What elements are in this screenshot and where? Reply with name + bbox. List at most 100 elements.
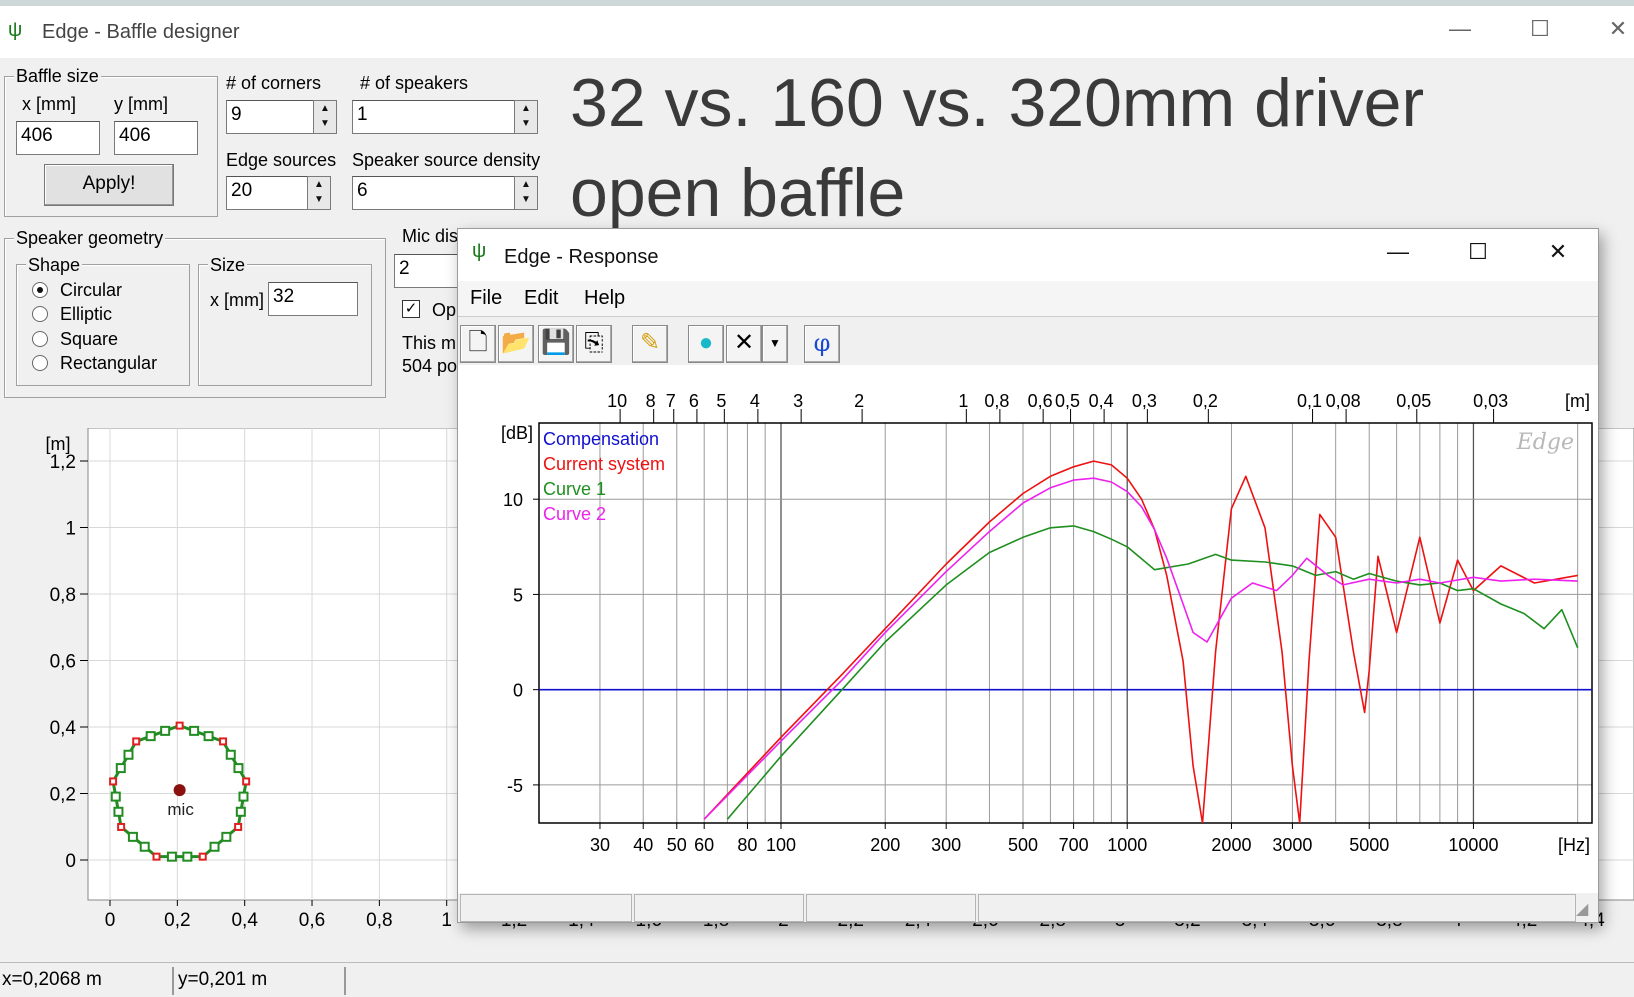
speaker-marker (173, 784, 186, 797)
edge-source-marker (235, 806, 246, 817)
chart-x-tick-label: 300 (931, 835, 961, 855)
chart-top-tick-label: 0,05 (1396, 391, 1431, 411)
edge-sources-spinner[interactable]: ▲ ▼ (307, 176, 331, 210)
size-label: Size (208, 255, 248, 276)
apply-button[interactable]: Apply! (44, 164, 174, 206)
status-panel-3 (806, 894, 976, 922)
radio-rectangular[interactable] (32, 355, 48, 371)
response-title-bar (458, 229, 1598, 281)
speaker-density-spinner[interactable]: ▲ ▼ (514, 176, 538, 210)
radio-elliptic[interactable] (32, 306, 48, 322)
chart-frame (538, 422, 1593, 824)
new-icon[interactable]: 🗋 (460, 325, 496, 363)
main-title-bar: ψ Edge - Baffle designer — ☐ ✕ (0, 6, 1634, 58)
mic-option-checkbox[interactable]: ✓ (402, 300, 420, 318)
dropdown-icon[interactable]: ▼ (762, 325, 788, 363)
chart-top-tick-label: 0,8 (984, 391, 1009, 411)
chart-x-tick-label: 5000 (1349, 835, 1389, 855)
shape-group (16, 264, 190, 386)
close-icon[interactable]: ✕ (1608, 16, 1628, 41)
clear-icon[interactable]: ✕ (726, 325, 762, 363)
mic-info-line-2: 504 po (402, 356, 458, 376)
menu-file[interactable]: File (470, 287, 503, 309)
menu-edit[interactable]: Edit (524, 287, 559, 309)
corners-spinner[interactable]: ▲ ▼ (313, 100, 337, 134)
chart-top-tick-label: 8 (646, 391, 656, 411)
baffle-x-label: x [mm] (22, 94, 76, 114)
edge-source-marker (115, 763, 126, 774)
edge-source-marker (203, 731, 214, 742)
series-line-current-system (703, 460, 1578, 823)
chart-top-tick-label: 0,2 (1193, 391, 1218, 411)
baffle-x-input[interactable]: 406 (16, 121, 100, 155)
radio-circular[interactable] (32, 282, 48, 298)
chart-x-tick-label: 700 (1059, 835, 1089, 855)
resize-grip-icon[interactable]: ◢ (1576, 901, 1589, 918)
baffle-outline (111, 724, 248, 859)
chart-x-tick-label: 3000 (1272, 835, 1312, 855)
shape-option-elliptic: Elliptic (60, 304, 113, 324)
mic-info-line-1: This m (402, 333, 456, 353)
baffle-x-tick-label: 1 (441, 910, 452, 931)
chart-top-tick-label: 7 (666, 391, 676, 411)
speakers-input[interactable]: 1 (352, 100, 516, 134)
status-y: y=0,201 m (176, 967, 346, 995)
baffle-y-tick-label: 0,2 (50, 785, 76, 806)
edge-source-marker (123, 749, 134, 760)
baffle-y-input[interactable]: 406 (114, 121, 198, 155)
chart-top-unit: [m] (1565, 391, 1590, 411)
radio-square[interactable] (32, 331, 48, 347)
edge-source-marker (166, 851, 177, 862)
baffle-x-tick-label: 0,6 (299, 910, 325, 931)
chart-x-tick-label: 30 (590, 835, 610, 855)
status-panel-1 (460, 894, 632, 922)
corner-marker (117, 822, 126, 831)
series-line-curve-1 (726, 525, 1579, 820)
bell-icon[interactable]: ● (688, 325, 724, 363)
chart-top-tick-label: 10 (607, 391, 627, 411)
response-window[interactable]: ψ Edge - Response — ☐ ✕ File Edit Help 🗋… (457, 228, 1599, 923)
response-close-icon[interactable]: ✕ (1548, 239, 1568, 264)
response-chart[interactable]: 30 40 50 60 80 100 200 300 500 700 1000 2000 3000 500… (458, 365, 1598, 893)
minimize-icon[interactable]: — (1449, 16, 1471, 41)
chart-background (458, 365, 1598, 893)
speakers-spinner[interactable]: ▲ ▼ (514, 100, 538, 134)
corner-marker (109, 777, 118, 786)
open-icon[interactable]: 📂 (498, 325, 534, 363)
edge-sources-input[interactable]: 20 (226, 176, 308, 210)
save-icon[interactable]: 💾 (538, 325, 574, 363)
copy-icon[interactable]: ⎘ (576, 325, 612, 363)
chart-top-tick-label: 4 (750, 391, 760, 411)
baffle-x-tick-label: 0,8 (366, 910, 392, 931)
size-x-label: x [mm] (210, 290, 264, 310)
speaker-geometry-label: Speaker geometry (14, 228, 166, 249)
corners-input[interactable]: 9 (226, 100, 314, 134)
menu-help[interactable]: Help (584, 287, 626, 309)
chart-top-tick-label: 0,3 (1132, 391, 1157, 411)
app-icon: ψ (8, 19, 23, 41)
baffle-x-tick-label: 0,2 (164, 910, 190, 931)
shape-option-square: Square (60, 329, 119, 349)
response-minimize-icon[interactable]: — (1387, 239, 1409, 264)
baffle-y-tick-label: 1 (65, 519, 76, 540)
menu-bar (458, 281, 1598, 317)
chart-x-tick-label: 40 (633, 835, 653, 855)
chart-top-tick-label: 5 (716, 391, 726, 411)
pencil-icon[interactable]: ✎ (632, 325, 668, 363)
chart-top-tick-label: 0,08 (1326, 391, 1361, 411)
speaker-density-input[interactable]: 6 (352, 176, 516, 210)
size-x-input[interactable]: 32 (268, 282, 358, 316)
edge-source-marker (113, 806, 124, 817)
corner-marker (219, 737, 228, 746)
status-bar: x=0,2068 m y=0,201 m (0, 962, 1634, 997)
shape-label: Shape (26, 255, 83, 276)
maximize-icon[interactable]: ☐ (1530, 16, 1550, 41)
response-maximize-icon[interactable]: ☐ (1468, 239, 1488, 264)
chart-x-tick-label: 80 (737, 835, 757, 855)
chart-watermark: Edge (1516, 430, 1574, 455)
baffle-y-label: y [mm] (114, 94, 168, 114)
chart-y-tick-label: 0 (513, 681, 523, 701)
edge-source-marker (110, 791, 121, 802)
speakers-label: # of speakers (360, 73, 469, 93)
phase-icon[interactable]: φ (804, 325, 840, 363)
